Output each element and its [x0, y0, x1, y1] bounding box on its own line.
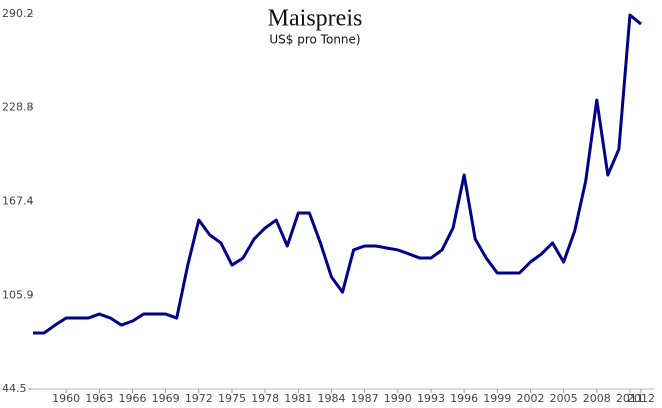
chart-title: Maispreis	[268, 6, 363, 32]
x-tick-label: 1975	[218, 392, 246, 405]
y-tick-label: 228.8	[2, 101, 34, 114]
x-tick-label: 1990	[384, 392, 412, 405]
x-tick-label: 1996	[450, 392, 478, 405]
y-tick-label: 105.9	[2, 288, 34, 301]
x-tick-label: 2008	[583, 392, 611, 405]
y-tick-label: 44.5	[2, 382, 27, 395]
x-tick-label: 2002	[516, 392, 544, 405]
x-tick-label: 1984	[317, 392, 345, 405]
x-tick-label: 1993	[417, 392, 445, 405]
x-tick-label: 1969	[152, 392, 180, 405]
x-tick-label: 1978	[251, 392, 279, 405]
x-tick-label: 1960	[52, 392, 80, 405]
data-line	[33, 13, 642, 335]
x-tick-label: 1972	[185, 392, 213, 405]
chart-subtitle: US$ pro Tonne)	[269, 33, 360, 47]
x-tick-label: 1966	[118, 392, 146, 405]
x-tick-label: 2012	[627, 392, 655, 405]
x-tick-label: 1981	[284, 392, 312, 405]
x-tick-label: 2005	[550, 392, 578, 405]
y-tick-label: 167.4	[2, 194, 34, 207]
y-tick-label: 290.2	[2, 7, 34, 20]
x-tick-label: 1963	[85, 392, 113, 405]
x-tick-label: 1999	[483, 392, 511, 405]
x-tick-label: 2011	[616, 392, 644, 405]
x-tick-label: 1987	[351, 392, 379, 405]
